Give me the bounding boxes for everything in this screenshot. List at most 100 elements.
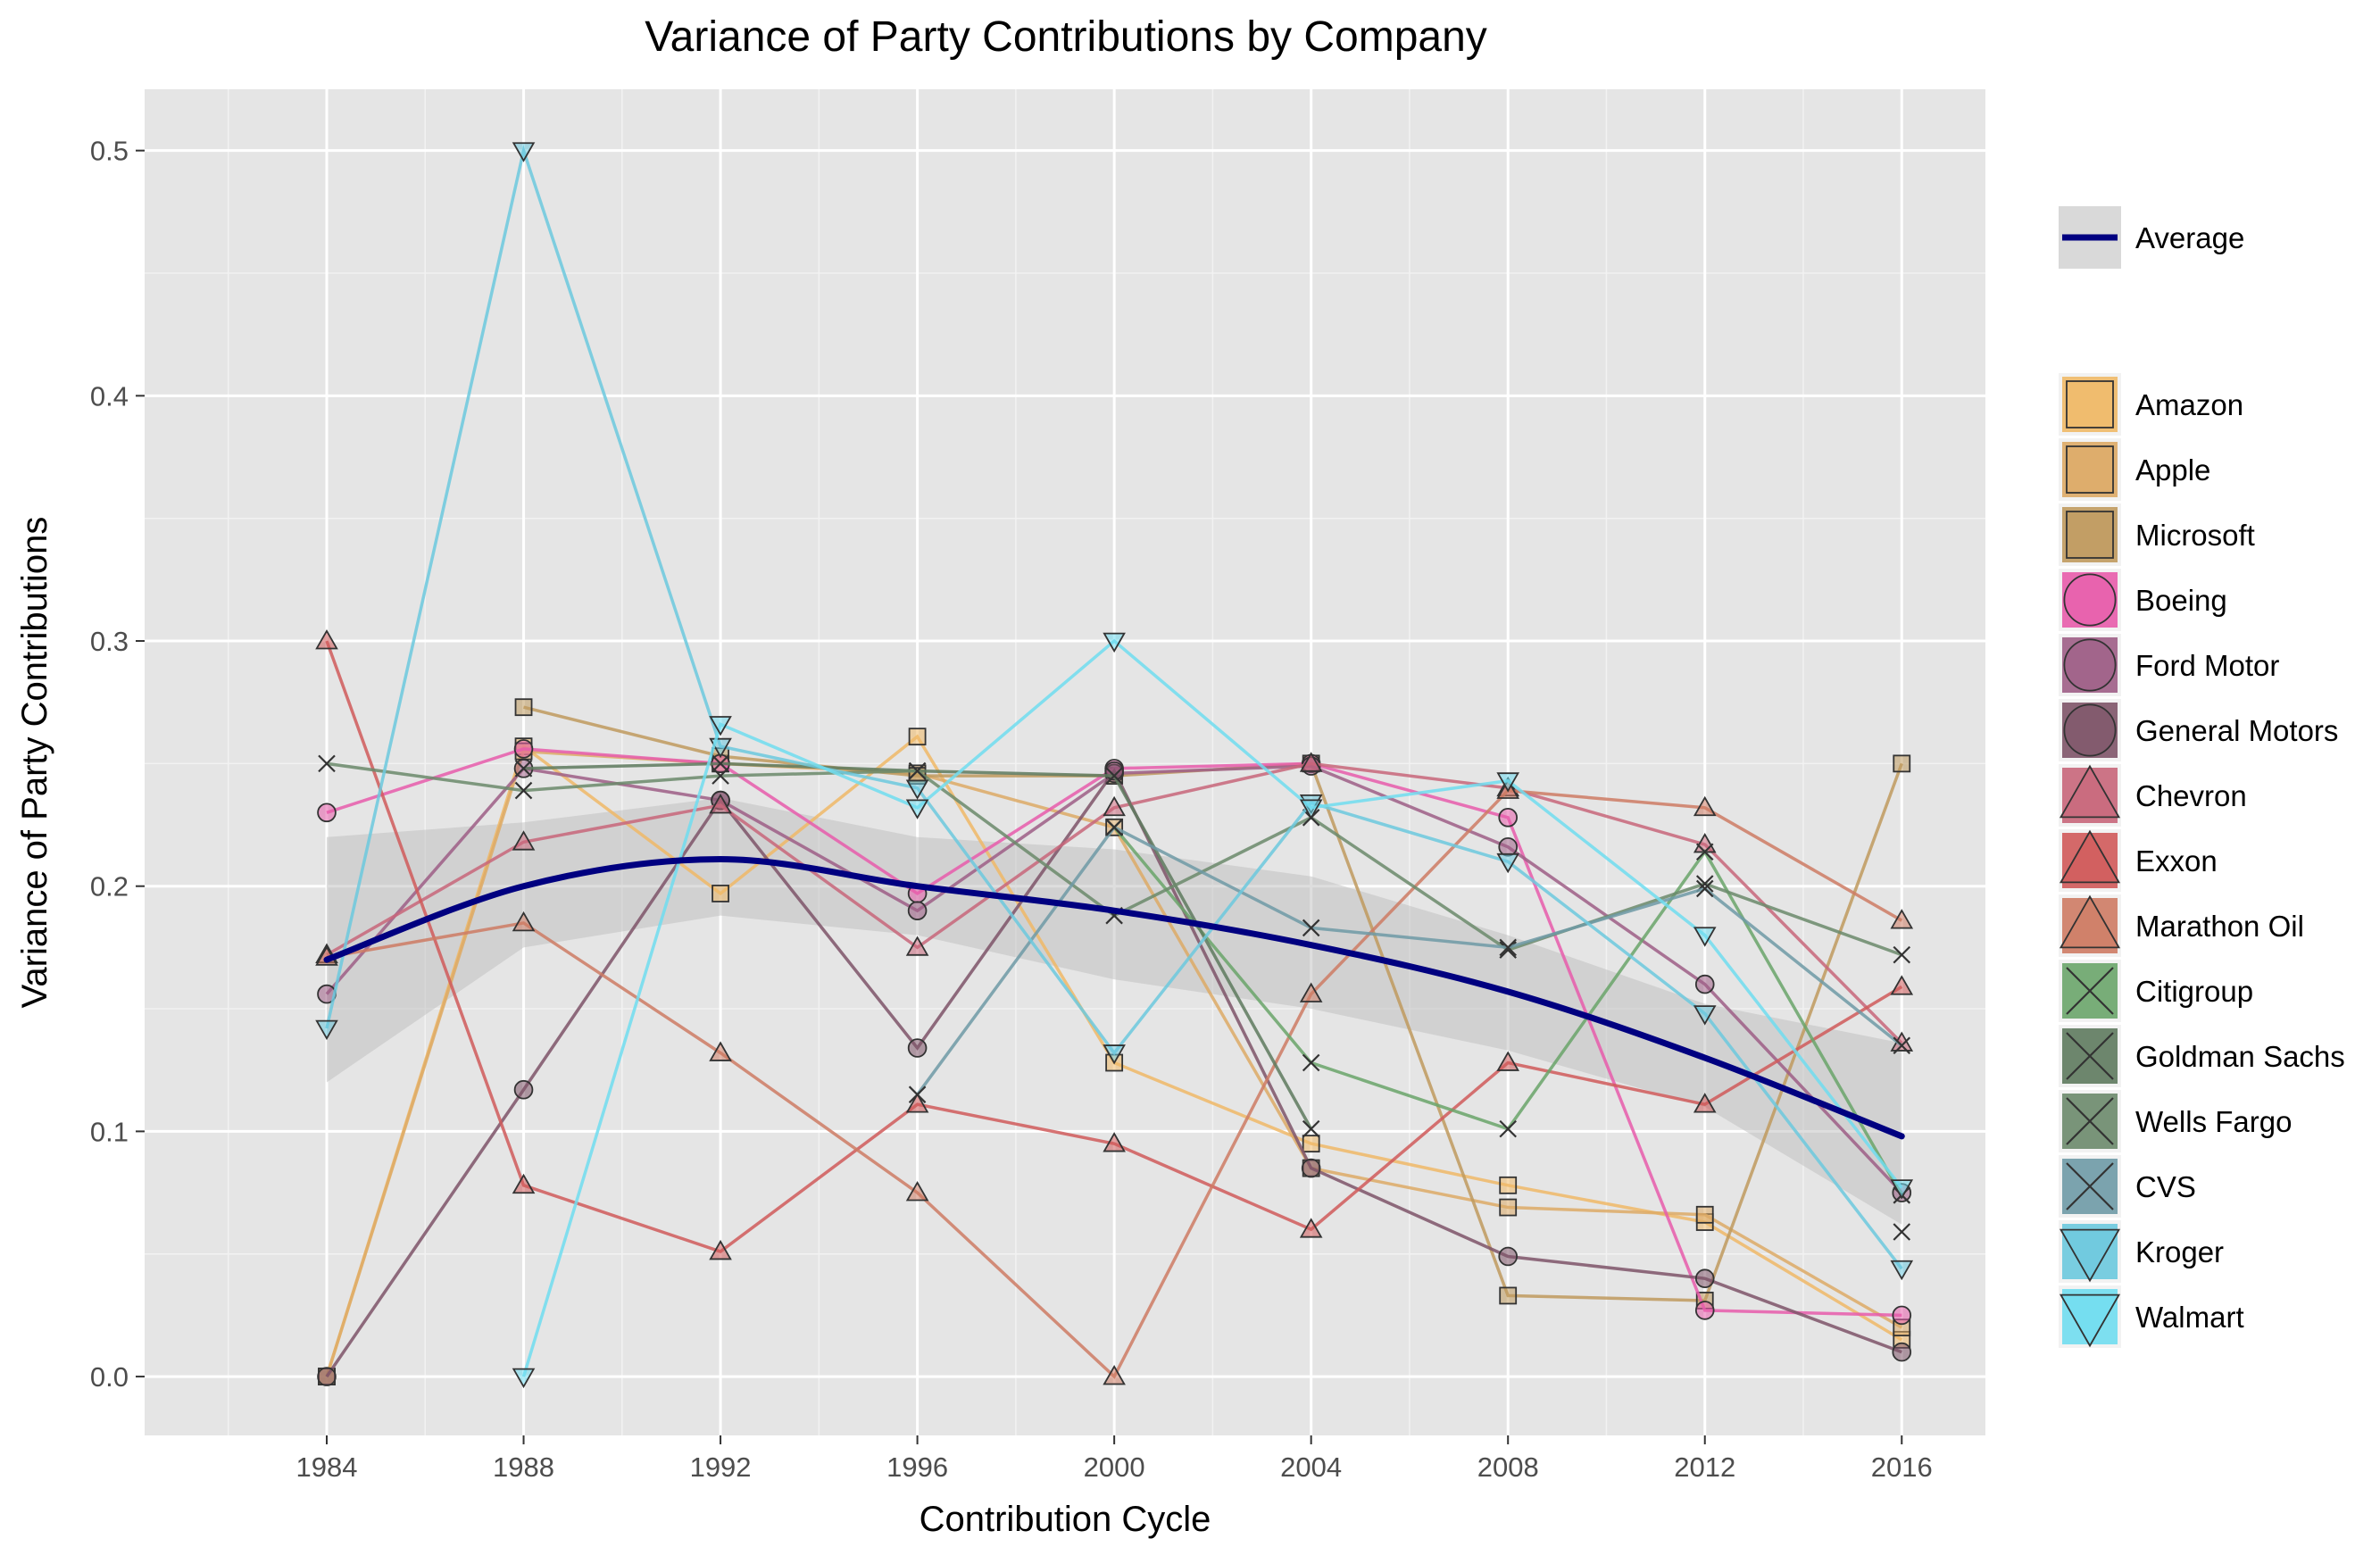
legend-label: Citigroup [2135, 975, 2253, 1008]
data-point [1103, 1132, 1126, 1152]
average-layer [323, 855, 1905, 1140]
data-point [1498, 836, 1519, 857]
data-point [1693, 927, 1717, 947]
series-cvs [908, 819, 1911, 1103]
legend-item-marathon-oil: Marathon Oil [2059, 894, 2304, 957]
data-point [512, 830, 536, 851]
data-point [1103, 795, 1126, 817]
data-point [1299, 1218, 1323, 1238]
data-point [1103, 632, 1126, 653]
legend-label: Goldman Sachs [2135, 1040, 2345, 1073]
data-point [513, 1079, 534, 1100]
data-point [712, 885, 729, 902]
series-general-motors [317, 761, 1912, 1386]
data-point [1693, 1093, 1717, 1113]
legend-item-ford-motor: Ford Motor [2059, 634, 2279, 696]
data-point [1496, 853, 1520, 874]
legend-key-marker [2066, 511, 2114, 559]
series-walmart [512, 632, 1914, 1389]
y-tick-label: 0.2 [90, 871, 129, 902]
data-point [1498, 808, 1519, 828]
data-point [1893, 1223, 1911, 1241]
legend-key-marker [2066, 967, 2114, 1015]
legend-label: Ford Motor [2135, 649, 2279, 682]
y-tick-label: 0.4 [90, 380, 129, 412]
legend-label: Walmart [2135, 1301, 2244, 1334]
data-point [513, 739, 534, 759]
legend-key-marker [2066, 1032, 2114, 1080]
data-point [1105, 767, 1123, 785]
legend-item-citigroup: Citigroup [2059, 960, 2253, 1022]
data-point [709, 1239, 732, 1260]
legend-key-marker [2059, 1293, 2121, 1348]
legend-item-boeing: Boeing [2059, 569, 2227, 631]
data-point [1105, 819, 1123, 836]
data-point [1302, 1119, 1320, 1138]
legend-key-marker [2066, 1162, 2114, 1210]
legend-item-general-motors: General Motors [2059, 699, 2338, 761]
data-point [1892, 1305, 1912, 1326]
data-point [1695, 1205, 1714, 1224]
data-point [315, 1019, 338, 1041]
data-point [709, 794, 732, 814]
data-point [1103, 1365, 1126, 1385]
legend-label: Chevron [2135, 779, 2247, 812]
legend-label: Amazon [2135, 388, 2243, 421]
data-point [1299, 982, 1323, 1002]
legend-label: Apple [2135, 453, 2210, 487]
data-point [907, 901, 928, 920]
data-point [1302, 1135, 1320, 1153]
data-point [1893, 1036, 1911, 1055]
data-point [1890, 1260, 1914, 1281]
series-layer [315, 142, 1914, 1389]
y-tick-label: 0.3 [90, 626, 129, 657]
data-point [1498, 1246, 1519, 1267]
x-tick-label: 2012 [1674, 1451, 1735, 1483]
data-point [907, 1038, 928, 1058]
legend-key-marker [2059, 829, 2121, 884]
data-point [908, 761, 927, 780]
x-tick-label: 1992 [690, 1451, 752, 1483]
data-point [1302, 919, 1320, 937]
y-tick-label: 0.1 [90, 1116, 129, 1147]
data-point [709, 716, 732, 736]
confidence-band-area [326, 797, 1902, 1225]
data-point [1893, 754, 1911, 773]
data-point [1104, 761, 1124, 781]
legend-key-marker [2059, 894, 2121, 949]
data-point [1694, 1301, 1715, 1320]
y-tick-label: 0.5 [90, 136, 129, 167]
data-point [1499, 1198, 1518, 1217]
data-point [709, 1041, 732, 1061]
data-point [315, 628, 338, 650]
legend-item-kroger: Kroger [2059, 1220, 2224, 1283]
data-point [1694, 974, 1715, 994]
data-point [1496, 772, 1520, 793]
data-point [1693, 795, 1717, 817]
series-line [521, 638, 1903, 1377]
data-point [512, 142, 536, 162]
legend-key-marker [2059, 1228, 2121, 1283]
legend-label: General Motors [2135, 714, 2338, 747]
legend-label: Wells Fargo [2135, 1105, 2292, 1138]
data-point [1499, 938, 1517, 957]
data-point [712, 767, 729, 785]
legend-label: Marathon Oil [2135, 910, 2304, 943]
x-tick-label: 2004 [1280, 1451, 1342, 1483]
data-point [1496, 1051, 1520, 1071]
legend-item-wells-fargo: Wells Fargo [2059, 1090, 2292, 1152]
x-tick-label: 1984 [296, 1451, 358, 1483]
series-wells-fargo [318, 754, 1911, 964]
data-point [514, 760, 533, 778]
data-point [317, 1367, 337, 1386]
data-point [1693, 1005, 1717, 1026]
plot-panel [145, 89, 1985, 1435]
legend-item-chevron: Chevron [2059, 764, 2247, 827]
legend-key-marker [2066, 445, 2114, 494]
data-point [1299, 799, 1323, 819]
data-point [1893, 945, 1911, 964]
data-point [512, 1368, 536, 1389]
data-point [908, 1085, 927, 1103]
x-tick-label: 2008 [1477, 1451, 1539, 1483]
